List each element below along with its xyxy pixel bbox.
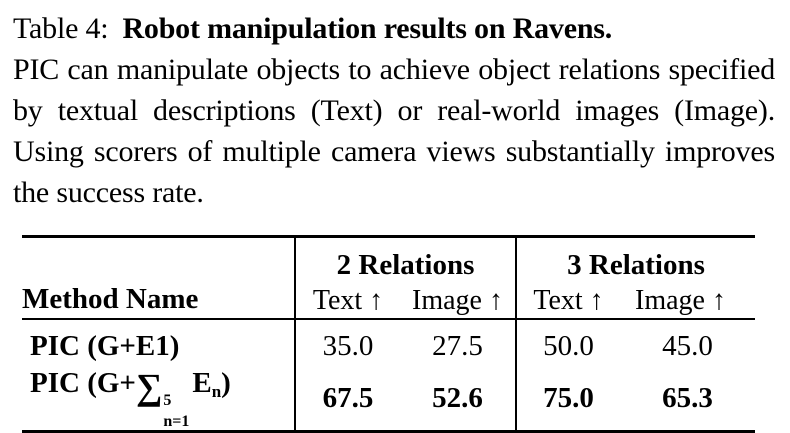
sum-upper-limit: 5 [163, 392, 172, 409]
caption-label: Table 4: [13, 12, 109, 45]
value-2rel-image: 27.5 [432, 329, 483, 362]
column-header-3rel-image: Image ↑ [635, 285, 726, 316]
results-table-container: Method Name 2 Relations 3 Relations Text… [22, 235, 755, 433]
column-group-2-relations: 2 Relations [294, 236, 516, 284]
value-2rel-text: 35.0 [294, 319, 400, 366]
value-2rel-text: 67.5 [294, 366, 400, 432]
header-sub-row: Text ↑ Image ↑ Text ↑ Image ↑ [22, 284, 755, 319]
formula-suffix: ) [221, 367, 231, 399]
formula-prefix: PIC (G+ [30, 367, 136, 399]
column-header-3rel-text: Text ↑ [515, 284, 620, 319]
column-group-3-relations: 3 Relations [515, 236, 755, 284]
value-3rel-text: 75.0 [515, 366, 620, 432]
header-group-row: Method Name 2 Relations 3 Relations [22, 236, 755, 315]
column-header-2rel-image: Image ↑ [412, 285, 503, 316]
table-row-pic-g-sum: PIC (G+∑ 5 n=1 En) 67.5 52.6 75.0 65.3 [22, 366, 755, 432]
sum-lower-limit: n=1 [163, 413, 190, 430]
column-header-method: Method Name [22, 283, 199, 315]
caption-body: PIC can manipulate objects to achieve ob… [13, 53, 775, 209]
sum-limits: 5 n=1 [163, 393, 189, 430]
method-name-cell: PIC (G+∑ 5 n=1 En) [22, 366, 295, 432]
sigma-sum-icon: ∑ [135, 367, 163, 408]
method-name-cell: PIC (G+E1) [30, 329, 180, 362]
formula-term: E [192, 367, 212, 399]
value-3rel-image: 65.3 [662, 381, 713, 414]
table-row-pic-g-e1: PIC (G+E1) 35.0 27.5 50.0 45.0 [22, 319, 755, 366]
value-3rel-image: 45.0 [662, 329, 713, 362]
column-header-2rel-text: Text ↑ [294, 284, 400, 319]
table-caption: Table 4: Robot manipulation results on Ra… [13, 8, 775, 213]
results-table: Method Name 2 Relations 3 Relations Text… [22, 235, 755, 433]
value-3rel-text: 50.0 [515, 319, 620, 366]
value-2rel-image: 52.6 [432, 381, 483, 414]
formula-term-subscript: n [211, 382, 222, 401]
caption-title: Robot manipulation results on Ravens. [122, 12, 613, 45]
